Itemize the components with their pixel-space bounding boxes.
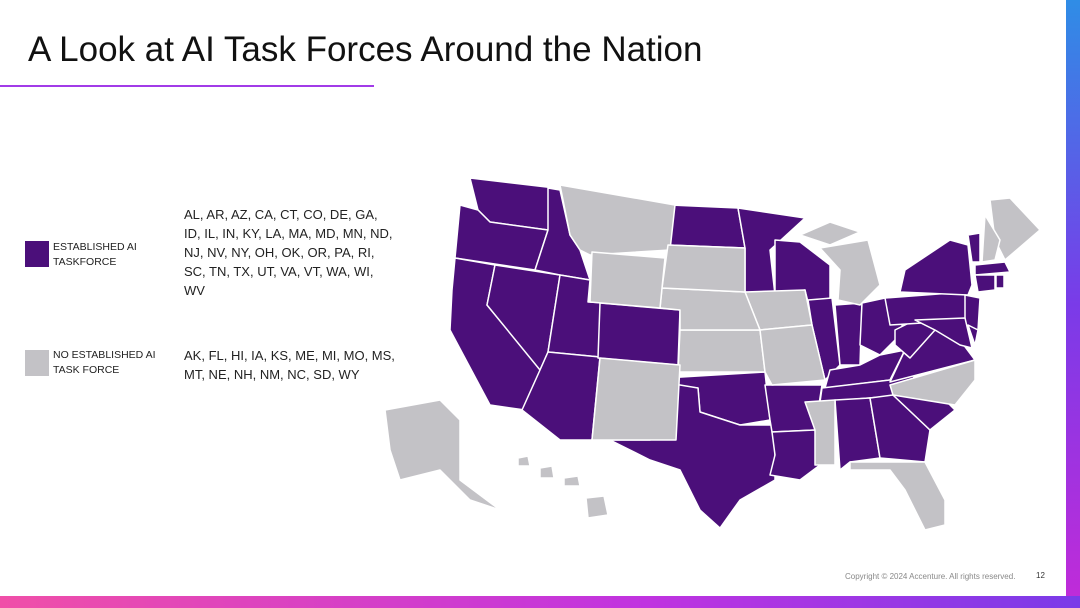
state-shape [667, 204, 746, 249]
state-shape [597, 302, 681, 366]
state-shape [563, 475, 581, 487]
state-shape [559, 184, 676, 256]
state-shape [759, 324, 826, 386]
state-shape [995, 274, 1005, 289]
state-shape [834, 397, 881, 471]
state-shape [974, 261, 1011, 276]
state-shape [384, 399, 501, 511]
state-shape [589, 251, 666, 309]
accent-bar [0, 596, 1080, 608]
state-shape [539, 465, 555, 479]
state-shape [585, 495, 609, 519]
state-shape [889, 359, 976, 406]
copyright: Copyright © 2024 Accenture. All rights r… [845, 572, 1016, 581]
legend-label: ESTABLISHED AI TASKFORCE [53, 241, 137, 268]
legend-swatch [25, 350, 49, 376]
state-shape [869, 394, 931, 463]
state-shape [967, 324, 979, 346]
slide-title: A Look at AI Task Forces Around the Nati… [28, 30, 703, 69]
state-shape [899, 239, 973, 296]
state-shape [769, 429, 821, 481]
state-shape [799, 221, 861, 246]
state-shape [914, 317, 973, 349]
state-shape [974, 274, 996, 293]
page-number: 12 [1036, 571, 1045, 580]
state-shape [804, 399, 836, 466]
title-rule [0, 85, 374, 87]
non-established-states [384, 184, 1041, 531]
state-list: AL, AR, AZ, CA, CT, CO, DE, GA, ID, IL, … [184, 207, 393, 298]
accent-bar [1066, 0, 1080, 608]
state-list: AK, FL, HI, IA, KS, ME, MI, MO, MS, MT, … [184, 348, 395, 382]
state-shape [819, 239, 881, 306]
state-shape [591, 357, 681, 441]
legend-swatch [25, 241, 49, 267]
state-shape [661, 244, 746, 293]
state-shape [849, 461, 946, 531]
legend-label: NO ESTABLISHED AI TASK FORCE [53, 349, 156, 376]
state-shape [677, 329, 766, 373]
state-shape [967, 232, 981, 263]
state-shape [981, 214, 1001, 263]
state-shape [834, 302, 863, 366]
state-shape [517, 455, 531, 467]
